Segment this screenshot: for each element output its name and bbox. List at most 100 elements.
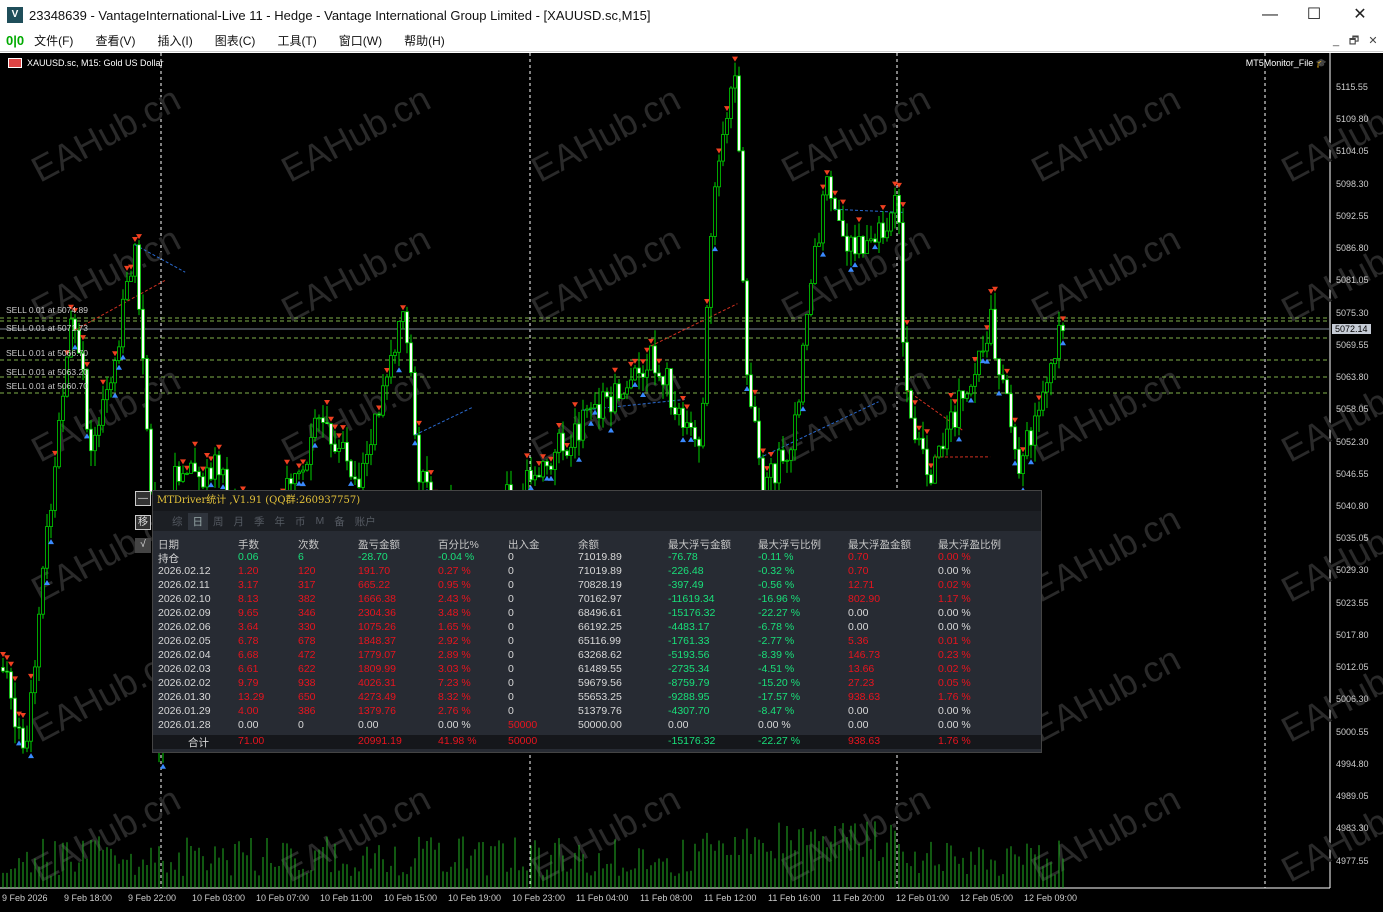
- sell-arrow-icon: [28, 673, 34, 679]
- menu-view[interactable]: 查看(V): [95, 34, 136, 48]
- price-tick: 5092.55: [1336, 210, 1369, 221]
- candle: [653, 345, 657, 374]
- tab-0[interactable]: 综: [172, 515, 183, 528]
- tab-6[interactable]: 币: [295, 515, 306, 528]
- child-close-button[interactable]: ✕: [1368, 35, 1378, 47]
- watermark-text: EAHub.cn: [1275, 498, 1383, 610]
- time-tick: 10 Feb 07:00: [256, 893, 310, 903]
- menu-insert[interactable]: 插入(I): [157, 34, 193, 48]
- candle: [933, 456, 937, 484]
- cell-0: 2026.02.12: [158, 565, 211, 577]
- buy-arrow-icon: [396, 367, 402, 373]
- collapse-button[interactable]: —: [135, 491, 151, 506]
- cell-0: 2026.02.03: [158, 663, 211, 675]
- cell-4: 0.95 %: [438, 579, 471, 591]
- price-chart[interactable]: EAHub.cn EAHub.cn EAHub.cn EAHub.cn EAHub.cn…: [0, 53, 1383, 912]
- chart-menu-icon[interactable]: [8, 58, 22, 68]
- candle: [953, 411, 957, 428]
- cell-6: 61489.55: [578, 663, 622, 675]
- ea-name: MT5Monitor_File 🎓: [1246, 58, 1327, 69]
- menu-window[interactable]: 窗口(W): [338, 34, 383, 48]
- price-tick: 5081.05: [1336, 275, 1369, 286]
- cell-8: -0.56 %: [758, 579, 795, 591]
- candle: [817, 242, 821, 247]
- candle: [657, 372, 661, 377]
- cell-2: 330: [298, 621, 316, 633]
- tab-2[interactable]: 周: [213, 515, 224, 528]
- move-button[interactable]: 移: [135, 515, 151, 530]
- tab-8[interactable]: 备: [334, 515, 345, 528]
- sell-arrow-icon: [296, 463, 302, 469]
- candle: [337, 447, 341, 452]
- candle: [809, 283, 813, 315]
- cell-9: 0.70: [848, 551, 869, 563]
- header-row: 日期 手数 次数 盈亏金额 百分比% 出入金 余额 最大浮亏金额 最大浮亏比例 最大浮盈金额 最大浮…: [153, 537, 1041, 551]
- watermark-text: EAHub.cn: [1025, 778, 1187, 890]
- ea-name-text: MT5Monitor_File: [1245, 58, 1314, 68]
- candle: [965, 393, 969, 399]
- tab-3[interactable]: 月: [233, 515, 245, 528]
- sell-arrow-icon: [716, 148, 722, 154]
- sell-arrow-icon: [180, 459, 186, 465]
- sell-arrow-icon: [400, 305, 406, 311]
- cell-9: 938.63: [848, 691, 881, 703]
- menu-help[interactable]: 帮助(H): [404, 34, 445, 48]
- cell-6: 71019.89: [578, 565, 622, 577]
- candle: [981, 350, 985, 353]
- sell-arrow-icon: [928, 463, 934, 469]
- price-tick: 5109.80: [1336, 114, 1369, 125]
- menu-file[interactable]: 文件(F): [34, 34, 74, 48]
- tab-5[interactable]: 年: [274, 515, 286, 528]
- candle: [833, 197, 837, 210]
- sell-arrow-icon: [20, 712, 26, 718]
- cell-2: 678: [298, 635, 316, 647]
- tab-4[interactable]: 季: [254, 515, 265, 528]
- sell-arrow-icon: [684, 404, 690, 410]
- close-button[interactable]: ✕: [1353, 6, 1367, 23]
- sell-arrow-icon: [52, 450, 58, 456]
- cell-0: 持仓: [158, 553, 179, 565]
- candle: [837, 208, 841, 222]
- cell-7: -2735.34: [668, 663, 710, 675]
- tab-7[interactable]: M: [315, 515, 325, 527]
- minimize-button[interactable]: —: [1262, 6, 1278, 23]
- candle: [585, 408, 589, 411]
- tab-1[interactable]: 日: [187, 512, 208, 530]
- check-button[interactable]: √: [135, 538, 151, 553]
- cell-9: 146.73: [848, 649, 881, 661]
- table-row: 2026.02.04 6.68 472 1779.07 2.89 % 0 63268.62 -…: [153, 649, 1041, 663]
- buy-arrow-icon: [1012, 460, 1018, 466]
- menu-chart[interactable]: 图表(C): [214, 34, 256, 48]
- sell-arrow-icon: [628, 361, 634, 367]
- candle: [1025, 430, 1029, 457]
- candle: [29, 692, 33, 742]
- child-minimize-button[interactable]: _: [1332, 35, 1340, 47]
- cell-7: -8759.79: [668, 677, 710, 689]
- candle: [797, 401, 801, 416]
- sell-order-label: SELL 0.01 at 5063.20: [6, 367, 88, 377]
- sell-arrow-icon: [1012, 417, 1018, 423]
- child-restore-button[interactable]: 🗗: [1348, 35, 1360, 47]
- candle: [1005, 379, 1009, 395]
- tab-9[interactable]: 账户: [354, 515, 376, 528]
- candle: [205, 467, 209, 488]
- cell-1: 1.20: [238, 565, 259, 577]
- maximize-button[interactable]: ☐: [1306, 6, 1322, 23]
- candle: [553, 451, 557, 470]
- candle: [665, 368, 669, 386]
- time-tick: 12 Feb 05:00: [960, 893, 1014, 903]
- candle: [761, 457, 765, 494]
- cell-3: -28.70: [358, 551, 388, 563]
- cell-5: 出入金: [508, 539, 540, 551]
- cell-10: 0.02 %: [938, 663, 971, 675]
- candle: [969, 385, 973, 395]
- cell-10: 0.00 %: [938, 607, 971, 619]
- menu-tools[interactable]: 工具(T): [277, 34, 317, 48]
- candle: [425, 471, 429, 483]
- candle: [405, 311, 409, 344]
- cell-6: 66192.25: [578, 621, 622, 633]
- buy-arrow-icon: [588, 420, 594, 426]
- buy-arrow-icon: [72, 344, 78, 350]
- candle: [101, 399, 105, 426]
- buy-arrow-icon: [576, 456, 582, 462]
